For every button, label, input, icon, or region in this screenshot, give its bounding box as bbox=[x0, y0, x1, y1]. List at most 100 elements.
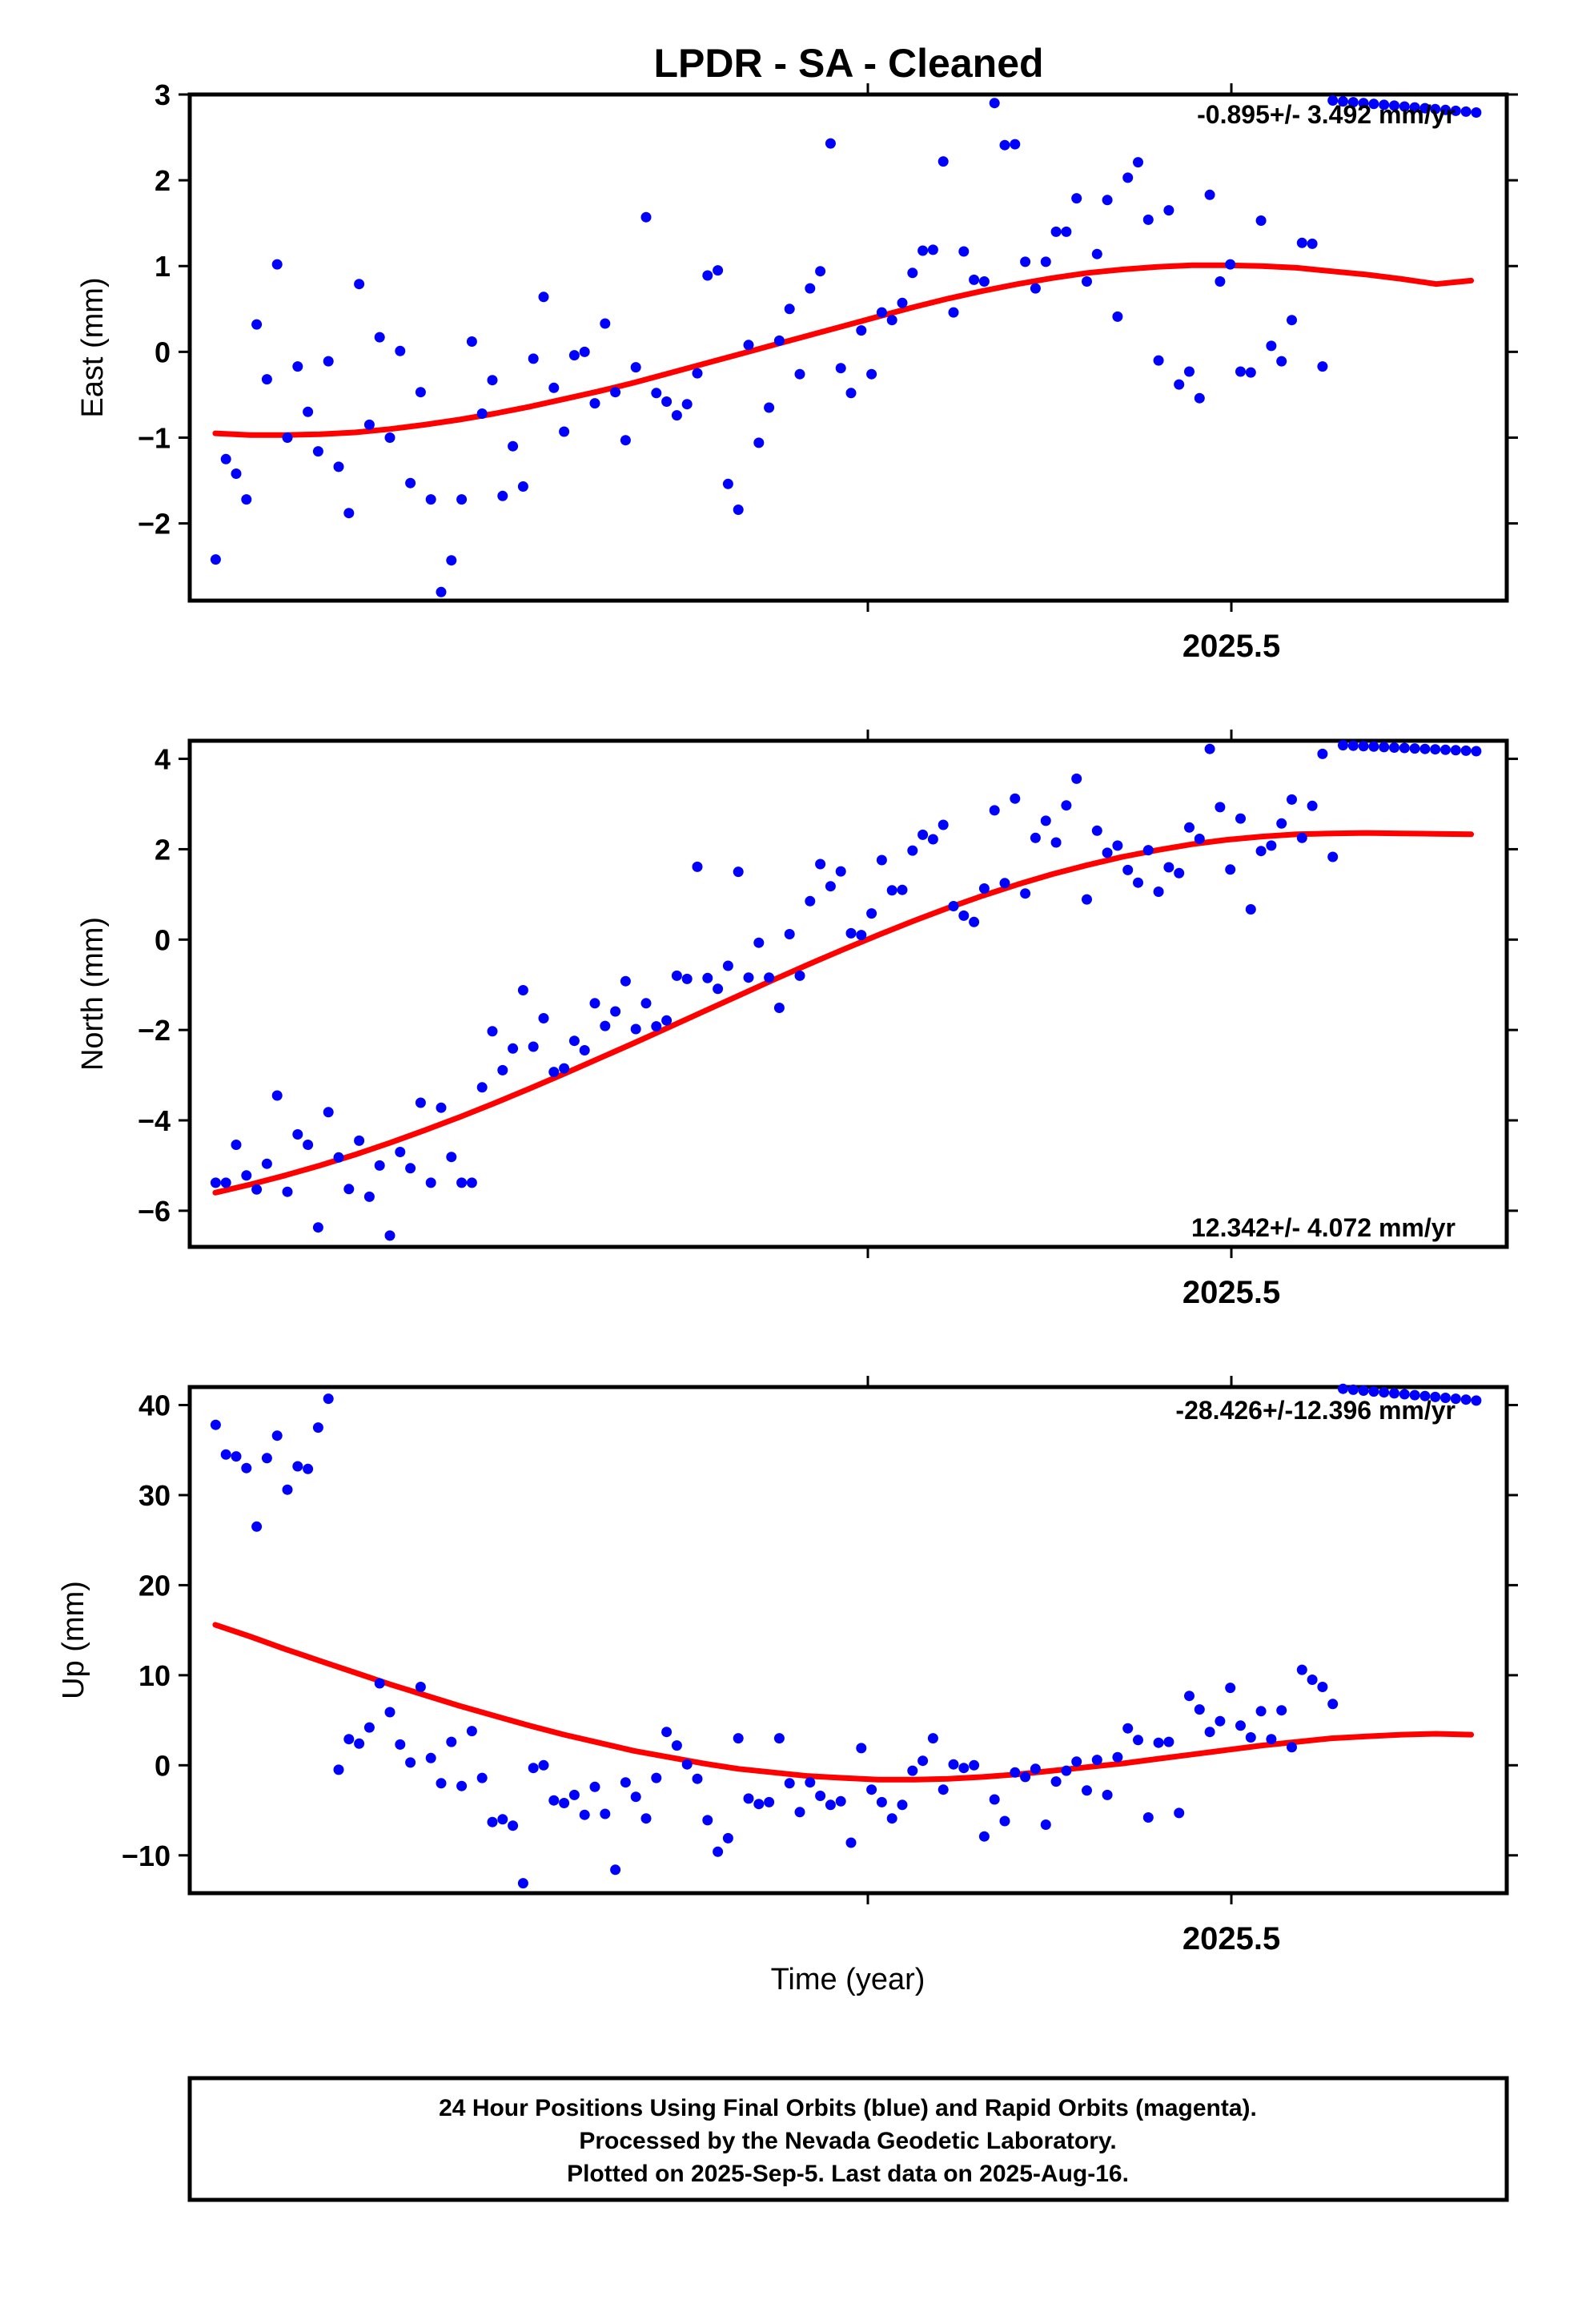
up-data-point bbox=[1368, 1386, 1379, 1397]
up-x-ticks: 2025.5 bbox=[866, 1376, 1280, 1956]
north-data-point bbox=[251, 1184, 263, 1195]
east-y-tick-label: −2 bbox=[138, 508, 171, 541]
up-data-point bbox=[384, 1707, 396, 1718]
up-data-point bbox=[856, 1743, 867, 1754]
up-data-point bbox=[1122, 1723, 1134, 1734]
up-data-point bbox=[1030, 1763, 1041, 1775]
north-data-point bbox=[794, 970, 805, 981]
north-data-point bbox=[1379, 742, 1390, 753]
north-data-point bbox=[999, 878, 1010, 889]
up-data-point bbox=[999, 1815, 1010, 1827]
north-data-point bbox=[508, 1043, 519, 1054]
north-data-point bbox=[231, 1140, 242, 1150]
east-data-point bbox=[1389, 100, 1399, 111]
up-data-point bbox=[1071, 1756, 1082, 1767]
up-data-point bbox=[733, 1733, 744, 1744]
north-data-point bbox=[1347, 740, 1359, 751]
east-data-point bbox=[271, 259, 283, 270]
up-data-point bbox=[1276, 1705, 1287, 1716]
east-data-point bbox=[1296, 237, 1307, 248]
up-data-point bbox=[661, 1727, 673, 1738]
up-data-point bbox=[1430, 1391, 1441, 1402]
east-data-point bbox=[1338, 96, 1348, 107]
north-data-point bbox=[271, 1090, 283, 1101]
north-data-point bbox=[1409, 743, 1420, 754]
east-data-point bbox=[354, 279, 365, 290]
up-data-point bbox=[251, 1521, 263, 1532]
north-data-point bbox=[1440, 744, 1451, 755]
east-data-point bbox=[876, 307, 887, 318]
east-data-point bbox=[1255, 215, 1267, 226]
east-data-point bbox=[1010, 139, 1021, 150]
north-data-point bbox=[220, 1177, 231, 1188]
up-data-point bbox=[1082, 1785, 1092, 1796]
north-data-point bbox=[1122, 864, 1134, 875]
north-data-point bbox=[354, 1135, 365, 1146]
north-data-point bbox=[671, 970, 682, 981]
north-data-point bbox=[517, 985, 528, 995]
up-data-point bbox=[548, 1795, 560, 1806]
up-data-point bbox=[1450, 1393, 1461, 1405]
north-data-point bbox=[1020, 888, 1031, 899]
up-data-point bbox=[1338, 1383, 1348, 1394]
north-data-point bbox=[610, 1006, 621, 1017]
x-axis-label: Time (year) bbox=[771, 1963, 926, 1996]
up-data-point bbox=[1409, 1389, 1420, 1401]
east-data-point bbox=[600, 318, 611, 329]
north-data-point bbox=[1338, 740, 1348, 751]
east-data-point bbox=[1225, 259, 1236, 270]
north-data-point bbox=[661, 1015, 673, 1026]
up-data-point bbox=[825, 1799, 836, 1811]
east-data-point bbox=[1287, 315, 1297, 326]
east-plot-frame bbox=[187, 92, 1509, 603]
east-data-point bbox=[1071, 193, 1082, 204]
north-data-point bbox=[866, 908, 877, 919]
up-y-axis-label: Up (mm) bbox=[57, 1581, 90, 1699]
north-data-point bbox=[548, 1067, 560, 1078]
east-data-point bbox=[1091, 248, 1102, 259]
east-data-point bbox=[1061, 226, 1072, 237]
east-data-point bbox=[681, 399, 693, 410]
up-data-point bbox=[958, 1763, 970, 1774]
up-data-point bbox=[1440, 1393, 1451, 1403]
east-data-point bbox=[1102, 195, 1113, 206]
north-data-point bbox=[1430, 744, 1441, 755]
up-data-point bbox=[1061, 1765, 1072, 1776]
east-data-point bbox=[948, 307, 959, 318]
east-data-point bbox=[292, 361, 303, 372]
north-data-point bbox=[559, 1063, 570, 1074]
north-data-point bbox=[753, 937, 765, 948]
east-data-point bbox=[1153, 355, 1164, 366]
north-data-point bbox=[1296, 832, 1307, 843]
north-data-point bbox=[1389, 742, 1399, 753]
north-data-point bbox=[241, 1170, 252, 1181]
east-x-tick-label: 2025.5 bbox=[1182, 629, 1280, 664]
up-data-point bbox=[1091, 1755, 1102, 1766]
north-data-point bbox=[1133, 877, 1143, 888]
east-data-point bbox=[303, 406, 314, 417]
east-data-point bbox=[989, 98, 1000, 109]
up-rate-label: -28.426+/-12.396 mm/yr bbox=[1175, 1396, 1456, 1425]
north-data-point bbox=[856, 930, 867, 941]
east-data-point bbox=[856, 325, 867, 336]
up-y-tick-label: 20 bbox=[139, 1569, 171, 1602]
east-data-point bbox=[1133, 157, 1143, 168]
up-data-point bbox=[261, 1453, 272, 1464]
north-data-point bbox=[415, 1097, 426, 1108]
up-data-point bbox=[1235, 1720, 1246, 1731]
north-data-point bbox=[784, 929, 795, 939]
up-data-point bbox=[702, 1815, 713, 1826]
east-data-point bbox=[1430, 103, 1441, 115]
east-data-point bbox=[1327, 95, 1339, 106]
north-data-point bbox=[1050, 837, 1062, 848]
up-data-point bbox=[436, 1778, 447, 1789]
east-data-point bbox=[333, 461, 344, 472]
north-data-point bbox=[978, 883, 990, 894]
up-data-point bbox=[1133, 1735, 1143, 1746]
north-data-point bbox=[989, 805, 1000, 816]
east-data-point bbox=[323, 356, 334, 367]
east-data-point bbox=[1347, 97, 1359, 108]
east-data-point bbox=[1358, 98, 1369, 109]
up-data-point bbox=[978, 1831, 990, 1842]
north-data-point bbox=[466, 1177, 477, 1188]
